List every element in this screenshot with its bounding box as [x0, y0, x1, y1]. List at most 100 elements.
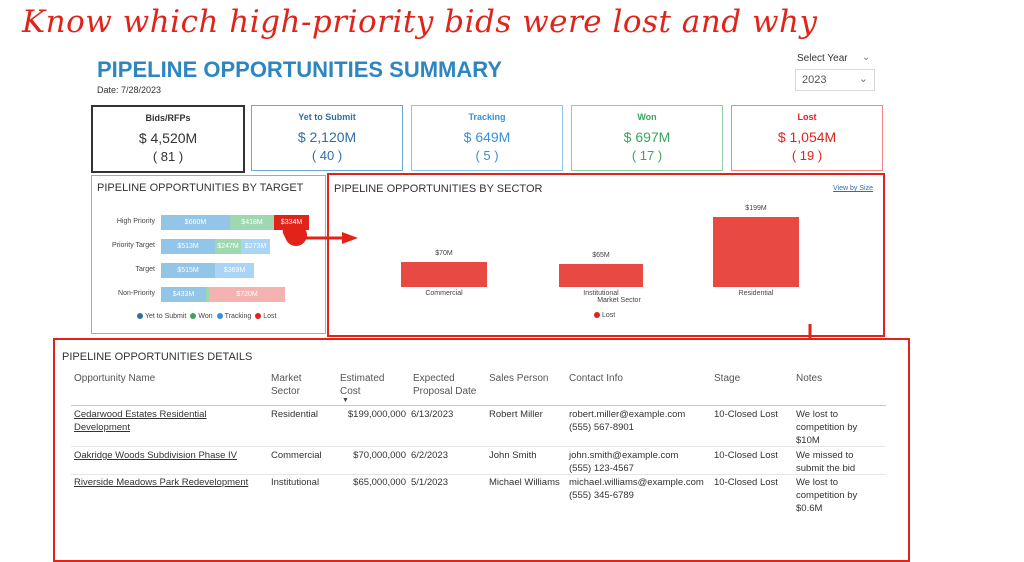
cell-date: 6/13/2023: [411, 409, 454, 420]
column-header-contact[interactable]: Contact Info: [569, 373, 623, 384]
target-bar-segment[interactable]: $433M: [161, 287, 206, 302]
column-header-notes[interactable]: Notes: [796, 373, 823, 384]
sector-x-axis-label: Market Sector: [597, 297, 641, 304]
legend-label: Yet to Submit: [145, 313, 187, 320]
sector-chart-legend: Lost: [594, 312, 615, 319]
cell-phone: (555) 567-8901: [569, 422, 634, 433]
legend-label: Lost: [263, 313, 277, 320]
kpi-count: ( 81 ): [152, 149, 184, 164]
target-bar-segment[interactable]: $369M: [215, 263, 254, 278]
cell-date: 6/2/2023: [411, 450, 448, 461]
sector-bar-value-label: $65M: [592, 252, 610, 259]
column-header-stage[interactable]: Stage: [714, 373, 741, 384]
target-bar-segment[interactable]: $273M: [241, 239, 270, 254]
legend-swatch: [255, 313, 262, 320]
report-date: Date: 7/28/2023: [97, 85, 162, 95]
sector-category-label: Institutional: [583, 290, 619, 297]
target-bar-segment[interactable]: $247M: [215, 239, 241, 254]
kpi-card-bids[interactable]: Bids/RFPs $ 4,520M ( 81 ): [91, 105, 245, 173]
chevron-down-icon[interactable]: ⌄: [862, 52, 871, 63]
headline-annotation: Know which high-priority bids were lost …: [22, 4, 818, 40]
cell-stage: 10-Closed Lost: [714, 450, 778, 461]
cell-notes: We lost to competition by $0.6M: [796, 477, 858, 514]
cell-sales-person: John Smith: [489, 450, 537, 461]
cell-phone: (555) 345-6789: [569, 490, 634, 501]
sector-chart-plot: $70M Commercial $65M Institutional $199M Resi…: [329, 175, 883, 335]
opportunity-link[interactable]: Riverside Meadows Park Redevelopment: [74, 477, 249, 488]
cell-sales-person: Robert Miller: [489, 409, 543, 420]
sector-bar-value-label: $199M: [745, 205, 767, 212]
target-bar-segment[interactable]: $660M: [161, 215, 230, 230]
cell-stage: 10-Closed Lost: [714, 477, 778, 488]
header-divider: [71, 405, 886, 406]
year-select[interactable]: 2023 ⌄: [795, 69, 875, 91]
column-header-opportunity[interactable]: Opportunity Name: [74, 373, 156, 384]
cell-cost: $65,000,000: [353, 477, 406, 488]
cell-sector: Institutional: [271, 477, 320, 488]
target-bar-segment[interactable]: $515M: [161, 263, 215, 278]
kpi-label: Tracking: [468, 112, 506, 122]
legend-swatch: [594, 312, 600, 319]
year-select-value: 2023: [802, 74, 827, 86]
sort-descending-icon[interactable]: ▼: [342, 397, 349, 404]
cell-sector: Commercial: [271, 450, 322, 461]
sector-chart-panel: PIPELINE OPPORTUNITIES BY SECTOR View by…: [327, 173, 885, 337]
kpi-label: Yet to Submit: [298, 112, 356, 122]
sector-category-label: Residential: [738, 290, 774, 297]
target-chart-plot: High Priority $660M $418M $334M Priority Tar…: [92, 176, 325, 333]
row-divider: [71, 446, 886, 447]
cell-sales-person: Michael Williams: [489, 477, 560, 488]
kpi-card-tracking[interactable]: Tracking $ 649M ( 5 ): [411, 105, 563, 171]
kpi-count: ( 5 ): [475, 148, 499, 163]
target-row-label: Non-Priority: [118, 290, 155, 297]
sector-bar[interactable]: [713, 217, 799, 287]
kpi-count: ( 19 ): [791, 148, 823, 163]
target-chart-legend: Yet to Submit Won Tracking Lost: [137, 313, 281, 320]
legend-label: Won: [198, 313, 213, 320]
kpi-count: ( 17 ): [631, 148, 663, 163]
kpi-card-lost[interactable]: Lost $ 1,054M ( 19 ): [731, 105, 883, 171]
target-chart-title: PIPELINE OPPORTUNITIES BY TARGET: [97, 182, 304, 194]
target-bar-segment[interactable]: [206, 287, 209, 302]
target-bar-segment[interactable]: $418M: [230, 215, 274, 230]
cell-email: michael.williams@example.com: [569, 477, 704, 488]
opportunity-link[interactable]: Cedarwood Estates Residential Developmen…: [74, 409, 207, 433]
sector-bar[interactable]: [559, 264, 643, 287]
opportunity-link[interactable]: Oakridge Woods Subdivision Phase IV: [74, 450, 237, 461]
target-bar-segment[interactable]: $513M: [161, 239, 215, 254]
kpi-card-yet-to-submit[interactable]: Yet to Submit $ 2,120M ( 40 ): [251, 105, 403, 171]
kpi-value: $ 2,120M: [297, 129, 357, 145]
kpi-card-won[interactable]: Won $ 697M ( 17 ): [571, 105, 723, 171]
sector-bar[interactable]: [401, 262, 487, 287]
cell-notes: We missed to submit the bid: [796, 450, 856, 474]
view-by-size-link[interactable]: View by Size: [833, 185, 873, 192]
column-header-sector[interactable]: Market Sector: [271, 373, 302, 397]
cell-date: 5/1/2023: [411, 477, 448, 488]
kpi-value: $ 649M: [463, 129, 511, 145]
cell-cost: $70,000,000: [353, 450, 406, 461]
cell-cost: $199,000,000: [347, 409, 406, 420]
year-filter-label: Select Year: [797, 53, 848, 64]
target-row-label: Priority Target: [111, 242, 155, 249]
legend-swatch: [216, 313, 223, 320]
row-divider: [71, 474, 886, 475]
kpi-value: $ 1,054M: [777, 129, 837, 145]
legend-swatch: [190, 313, 197, 320]
column-header-date[interactable]: Expected Proposal Date: [413, 373, 477, 397]
column-header-sales-person[interactable]: Sales Person: [489, 373, 549, 384]
cell-stage: 10-Closed Lost: [714, 409, 778, 420]
kpi-label: Won: [637, 112, 657, 122]
kpi-count: ( 40 ): [311, 148, 343, 163]
cell-sector: Residential: [271, 409, 318, 420]
cell-email: john.smith@example.com: [569, 450, 679, 461]
legend-label: Lost: [602, 312, 616, 319]
target-row-label: Target: [135, 266, 155, 273]
details-title: PIPELINE OPPORTUNITIES DETAILS: [62, 351, 253, 363]
details-panel: PIPELINE OPPORTUNITIES DETAILS Opportuni…: [53, 338, 910, 562]
target-bar-segment[interactable]: $720M: [209, 287, 285, 302]
kpi-label: Bids/RFPs: [145, 113, 191, 123]
target-row-label: High Priority: [116, 218, 155, 225]
arrow-right-icon: [302, 232, 358, 244]
kpi-value: $ 697M: [623, 129, 671, 145]
column-header-cost[interactable]: Estimated Cost: [340, 373, 385, 397]
